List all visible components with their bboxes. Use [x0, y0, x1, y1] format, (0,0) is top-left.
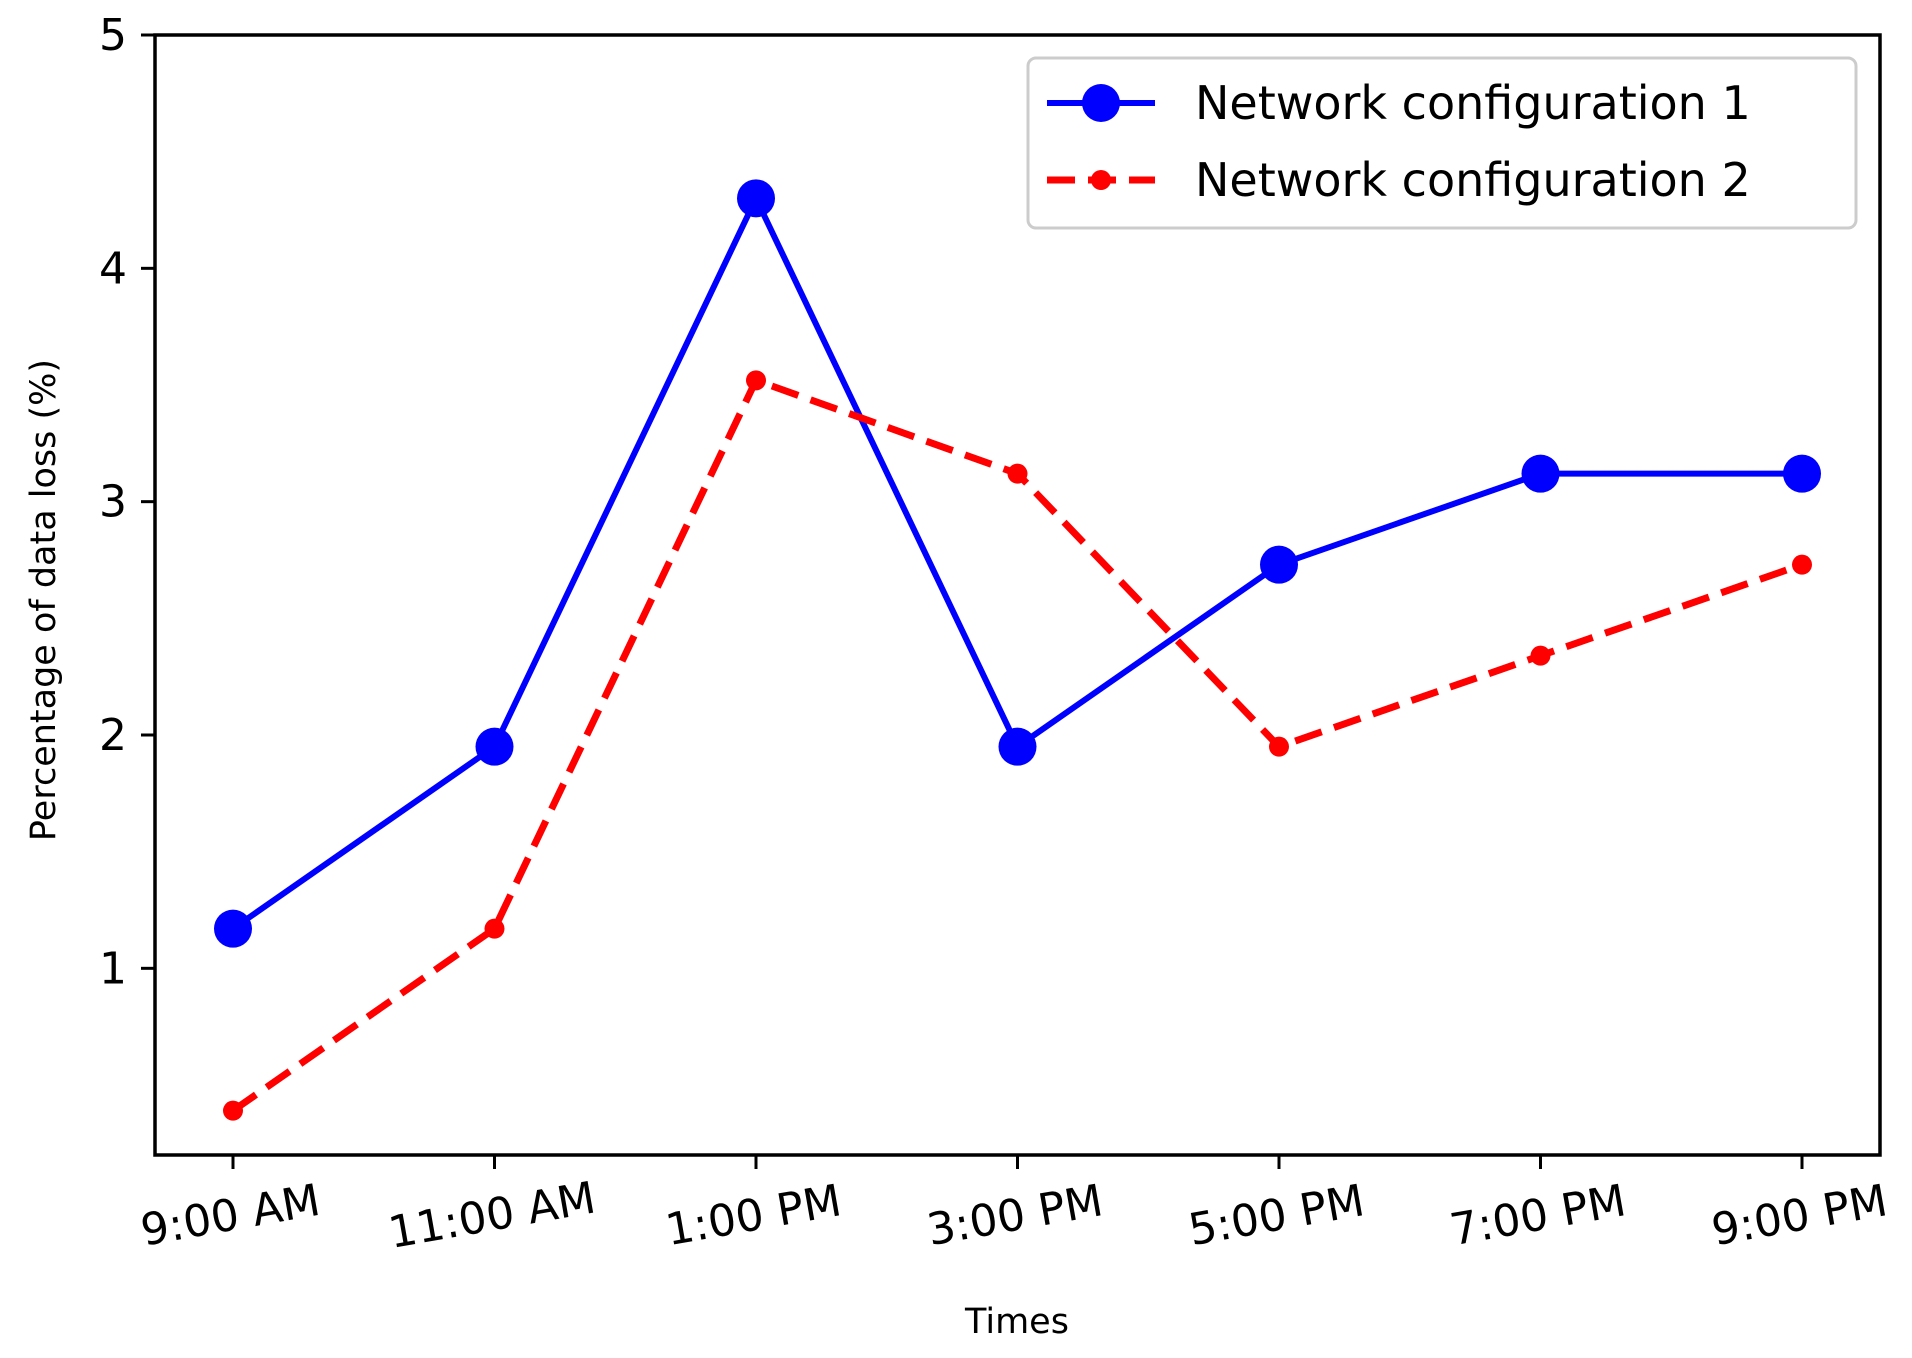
series-2-point	[1007, 463, 1028, 484]
legend-label: Network configuration 2	[1195, 153, 1751, 207]
y-axis: 1 2 3 4 5	[99, 10, 155, 994]
x-tick-label: 9:00 PM	[1708, 1175, 1891, 1256]
series-1-point	[1260, 545, 1298, 584]
legend-entry-2: Network configuration 2	[1047, 153, 1751, 207]
y-tick-label: 2	[99, 710, 127, 761]
legend-entry-1: Network configuration 1	[1047, 76, 1751, 130]
legend-label: Network configuration 1	[1195, 76, 1751, 130]
x-tick-label: 9:00 AM	[137, 1175, 324, 1257]
series-1-line	[231, 195, 1802, 932]
series-2	[223, 370, 1812, 1121]
series-2-point	[223, 1100, 243, 1121]
legend: Network configuration 1 Network configura…	[1026, 56, 1858, 230]
x-tick-label: 3:00 PM	[923, 1175, 1106, 1256]
y-tick-label: 3	[99, 477, 127, 528]
x-tick-label: 11:00 AM	[385, 1172, 600, 1258]
legend-box	[1026, 56, 1858, 230]
series-1-point	[214, 909, 252, 948]
x-tick-label: 5:00 PM	[1185, 1175, 1368, 1256]
series-layer	[214, 179, 1821, 1121]
x-tick-label: 1:00 PM	[662, 1175, 845, 1256]
y-tick-label: 1	[99, 943, 127, 994]
series-2-point	[1530, 645, 1551, 666]
x-axis-title: Times	[964, 1302, 1069, 1342]
series-1-point	[1521, 454, 1560, 493]
series-1-point	[998, 727, 1037, 766]
series-2-point	[1269, 736, 1289, 757]
series-1-point	[475, 727, 514, 766]
series-1	[214, 179, 1821, 948]
series-2-point	[484, 918, 505, 939]
x-axis: 9:00 AM 11:00 AM 1:00 PM 3:00 PM 5:00 PM 7:00…	[137, 1155, 1891, 1259]
series-2-point	[746, 370, 766, 391]
legend-swatch-marker	[1091, 170, 1111, 190]
series-2-point	[1792, 554, 1812, 575]
y-tick-label: 4	[99, 243, 127, 294]
series-1-point	[1783, 454, 1821, 493]
y-axis-title: Percentage of data loss (%)	[24, 359, 64, 841]
y-tick-label: 5	[99, 10, 127, 61]
legend-swatch-marker	[1082, 84, 1120, 122]
x-tick-label: 7:00 PM	[1446, 1175, 1629, 1256]
series-1-point	[737, 179, 775, 218]
